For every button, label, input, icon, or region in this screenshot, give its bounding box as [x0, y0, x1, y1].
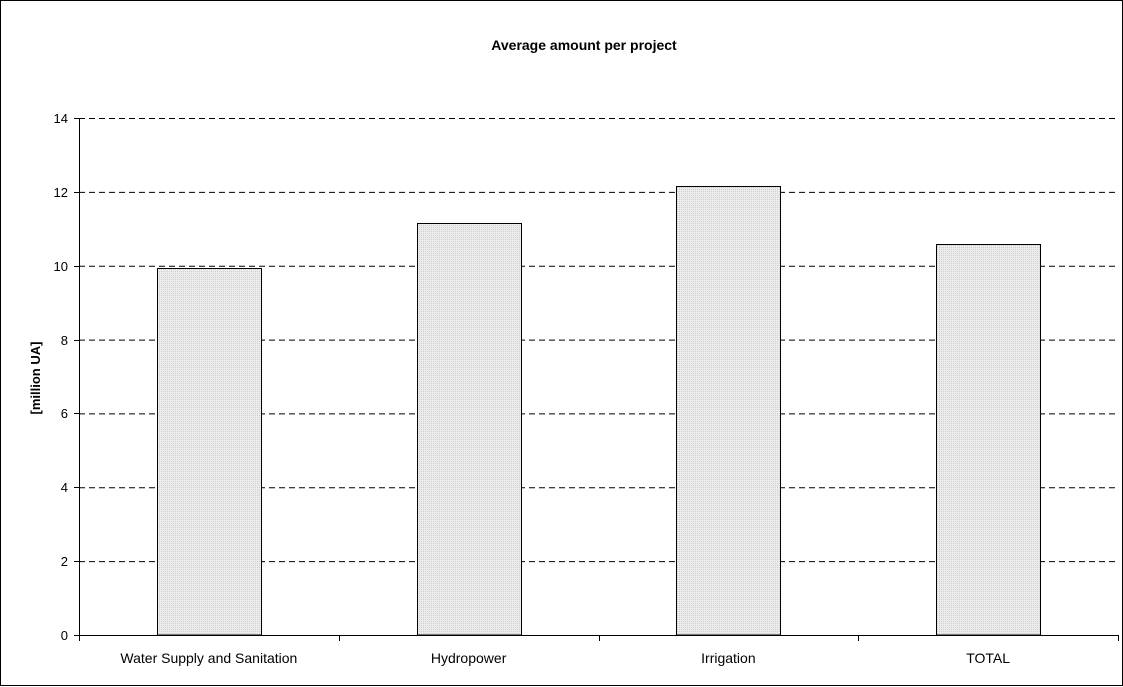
- x-tick-label-1: Water Supply and Sanitation: [120, 650, 297, 666]
- tick-labels: 0 2 4 6 8 10 12 14 Water Supply and Sanitation Hy…: [54, 111, 1011, 666]
- x-tick-label-3: Irrigation: [701, 650, 755, 666]
- y-tick-label-14: 14: [54, 111, 68, 126]
- axes: [74, 118, 1119, 641]
- y-axis-label: [million UA]: [28, 342, 43, 415]
- bar-1: [157, 268, 262, 636]
- y-tick-label-2: 2: [61, 554, 68, 569]
- y-tick-label-10: 10: [54, 259, 68, 274]
- y-tick-label-6: 6: [61, 406, 68, 421]
- bar-3: [676, 186, 781, 636]
- chart-title: Average amount per project: [491, 37, 677, 53]
- y-tick-label-8: 8: [61, 333, 68, 348]
- bar-4: [936, 244, 1041, 636]
- y-tick-label-0: 0: [61, 628, 68, 643]
- bar-2: [417, 223, 522, 636]
- y-tick-label-4: 4: [61, 480, 68, 495]
- bars: [157, 186, 1041, 636]
- y-tick-label-12: 12: [54, 185, 68, 200]
- x-tick-label-2: Hydropower: [431, 650, 507, 666]
- x-tick-label-4: TOTAL: [966, 650, 1010, 666]
